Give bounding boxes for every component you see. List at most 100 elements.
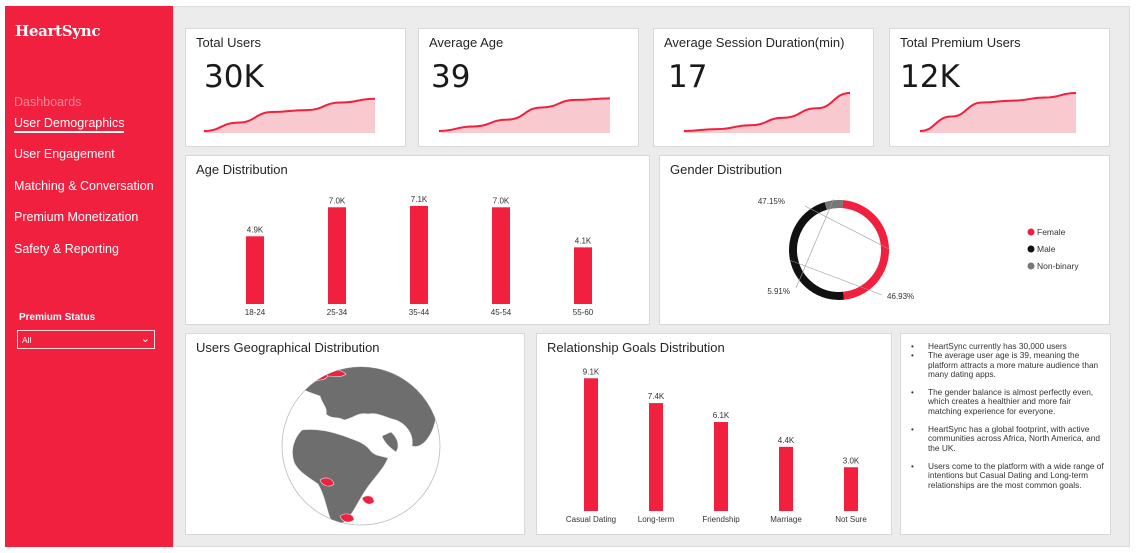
category-label: 55-60 <box>573 308 594 317</box>
premium-status-dropdown[interactable]: All ⌄ <box>17 330 155 349</box>
slice-leader-line <box>795 199 834 289</box>
age-distribution-card: Age Distribution 4.9K 18-24 7.0K 25-34 7.1K 3… <box>185 155 650 325</box>
slice-leader-line <box>788 259 883 296</box>
bar-value-label: 4.1K <box>575 236 592 245</box>
nav-heading: Dashboards <box>14 95 82 109</box>
kpi-sparkline <box>438 97 611 133</box>
kpi-card-average-session-duration: Average Session Duration(min) 17 <box>653 28 874 147</box>
nav-item-premium-monetization[interactable]: Premium Monetization <box>14 210 139 224</box>
kpi-sparkline <box>203 97 376 133</box>
kpi-title: Average Age <box>429 35 504 50</box>
gender-distribution-chart: 47.15% 46.93% 5.91% Female Male Non-binary <box>758 197 1079 301</box>
sparkline-line <box>683 92 851 132</box>
slice-leader-line <box>804 205 891 250</box>
kpi-title: Total Users <box>196 35 262 50</box>
kpi-value: 17 <box>668 59 708 95</box>
insight-item: HeartSync has a global footprint, with a… <box>909 424 1104 453</box>
slice-percent-label: 5.91% <box>767 287 790 296</box>
bar-value-label: 7.0K <box>329 196 346 205</box>
legend-marker <box>1027 228 1035 236</box>
category-label: 25-34 <box>327 308 348 317</box>
bar[interactable] <box>246 236 264 304</box>
category-label: Long-term <box>638 515 675 524</box>
sparkline-area <box>439 98 610 133</box>
bar-value-label: 7.4K <box>648 392 665 401</box>
slice-percent-label: 47.15% <box>758 197 785 206</box>
legend-label[interactable]: Non-binary <box>1037 261 1079 271</box>
kpi-card-average-age: Average Age 39 <box>418 28 639 147</box>
sidebar: HeartSync Dashboards User Demographics U… <box>5 6 173 547</box>
insight-item: HeartSync currently has 30,000 users <box>909 341 1104 351</box>
bar[interactable] <box>844 467 858 511</box>
relationship-goals-card: Relationship Goals Distribution 9.1K Casu… <box>536 333 892 535</box>
kpi-sparkline <box>919 92 1077 133</box>
kpi-sparkline <box>683 92 851 133</box>
chart-title: Users Geographical Distribution <box>196 340 380 355</box>
kpi-title: Total Premium Users <box>900 35 1021 50</box>
insights-panel: HeartSync currently has 30,000 users The… <box>900 333 1111 535</box>
bar-value-label: 9.1K <box>583 367 600 376</box>
arabia-landmass <box>381 431 399 453</box>
kpi-card-total-premium-users: Total Premium Users 12K <box>889 28 1110 147</box>
bar[interactable] <box>574 247 592 304</box>
nav-item-safety-reporting[interactable]: Safety & Reporting <box>14 242 119 256</box>
insight-item: Users come to the platform with a wide r… <box>909 461 1104 490</box>
gender-distribution-card: Gender Distribution 47.15% 46.93% 5.91% Fem… <box>659 155 1110 325</box>
sparkline-line <box>203 97 376 132</box>
sparkline-line <box>919 92 1077 132</box>
geo-distribution-card: Users Geographical Distribution <box>185 333 525 535</box>
bar-value-label: 3.0K <box>843 456 860 465</box>
category-label: 35-44 <box>409 308 430 317</box>
kpi-value: 30K <box>204 59 264 95</box>
bar[interactable] <box>714 422 728 511</box>
insight-item: The average user age is 39, meaning the … <box>909 351 1104 379</box>
kpi-title: Average Session Duration(min) <box>664 35 845 50</box>
kpi-card-total-users: Total Users 30K <box>185 28 406 147</box>
app-logo: HeartSync <box>15 22 101 40</box>
bar-value-label: 4.9K <box>247 225 264 234</box>
africa-landmass <box>292 429 389 524</box>
bar[interactable] <box>779 446 793 511</box>
bar[interactable] <box>584 378 598 511</box>
bar[interactable] <box>410 205 428 304</box>
nav-item-matching-conversation[interactable]: Matching & Conversation <box>14 179 154 193</box>
legend-marker <box>1027 262 1035 270</box>
legend-marker <box>1027 245 1035 253</box>
insight-item: The gender balance is almost perfectly e… <box>909 388 1104 416</box>
bar-value-label: 6.1K <box>713 411 730 420</box>
chart-title: Age Distribution <box>196 162 288 177</box>
bar[interactable] <box>649 403 663 511</box>
category-label: 45-54 <box>491 308 512 317</box>
kpi-value: 39 <box>431 59 471 95</box>
donut-slice[interactable] <box>789 202 844 300</box>
sparkline-area <box>920 93 1076 133</box>
category-label: Not Sure <box>835 515 867 524</box>
category-label: Marriage <box>770 515 802 524</box>
east-africa-highlight <box>361 495 375 505</box>
legend-label[interactable]: Female <box>1037 227 1066 237</box>
nav-item-user-engagement[interactable]: User Engagement <box>14 147 115 161</box>
premium-status-label: Premium Status <box>19 312 96 323</box>
bar[interactable] <box>328 207 346 304</box>
legend-label[interactable]: Male <box>1037 244 1056 254</box>
bar-value-label: 7.1K <box>411 195 428 204</box>
category-label: Casual Dating <box>566 515 616 524</box>
bar[interactable] <box>492 207 510 304</box>
south-africa-highlight <box>339 513 355 523</box>
donut-slice[interactable] <box>842 200 889 300</box>
donut-slice[interactable] <box>824 200 843 210</box>
category-label: 18-24 <box>245 308 266 317</box>
sparkline-area <box>684 93 850 133</box>
relationship-goals-chart: 9.1K Casual Dating 7.4K Long-term 6.1K Friend… <box>566 367 867 524</box>
category-label: Friendship <box>702 515 740 524</box>
sparkline-line <box>438 97 611 132</box>
premium-status-value: All <box>22 335 32 345</box>
slice-percent-label: 46.93% <box>887 292 914 301</box>
globe-map <box>281 366 441 526</box>
bar-value-label: 7.0K <box>493 196 510 205</box>
chevron-down-icon: ⌄ <box>140 333 150 345</box>
chart-title: Gender Distribution <box>670 162 782 177</box>
west-africa-highlight <box>319 477 335 487</box>
nav-item-user-demographics[interactable]: User Demographics <box>14 116 125 133</box>
sparkline-area <box>204 98 375 133</box>
